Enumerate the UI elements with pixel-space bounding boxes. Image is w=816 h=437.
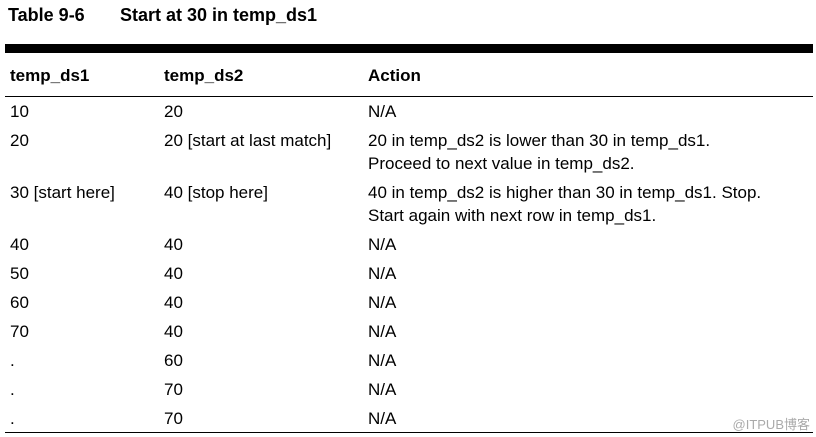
cell-temp-ds2: 40 [stop here] (164, 183, 268, 202)
cell-temp-ds1: 50 (10, 264, 29, 283)
cell-temp-ds1: . (10, 409, 15, 428)
cell-action: N/A (368, 235, 397, 254)
cell-action: N/A (368, 322, 397, 341)
cell-temp-ds2: 40 (164, 322, 183, 341)
cell-temp-ds1: 10 (10, 102, 29, 121)
cell-temp-ds2: 70 (164, 380, 183, 399)
cell-temp-ds2: 60 (164, 351, 183, 370)
cell-temp-ds1: 70 (10, 322, 29, 341)
cell-action: N/A (368, 409, 397, 428)
watermark: @ITPUB博客 (732, 417, 810, 432)
cell-action: N/A (368, 102, 397, 121)
cell-temp-ds2: 40 (164, 264, 183, 283)
cell-action: Proceed to next value in temp_ds2. (368, 154, 635, 173)
column-header-temp-ds2: temp_ds2 (164, 66, 244, 85)
cell-action: Start again with next row in temp_ds1. (368, 206, 657, 225)
table-bottom-rule (5, 432, 813, 433)
table-caption: Table 9-6 Start at 30 in temp_ds1 (8, 5, 317, 26)
cell-temp-ds1: . (10, 351, 15, 370)
cell-action: 20 in temp_ds2 is lower than 30 in temp_… (368, 131, 711, 150)
column-header-temp-ds1: temp_ds1 (10, 66, 90, 85)
table-title: Start at 30 in temp_ds1 (120, 5, 318, 25)
header-rule (5, 96, 813, 97)
column-header-action: Action (368, 66, 421, 85)
cell-temp-ds1: . (10, 380, 15, 399)
table-number: Table 9-6 (8, 5, 85, 25)
cell-temp-ds2: 20 (164, 102, 183, 121)
cell-temp-ds2: 40 (164, 293, 183, 312)
cell-action: N/A (368, 264, 397, 283)
cell-action: N/A (368, 351, 397, 370)
cell-temp-ds1: 20 (10, 131, 29, 150)
table-top-rule (5, 44, 813, 53)
cell-action: 40 in temp_ds2 is higher than 30 in temp… (368, 183, 762, 202)
cell-action: N/A (368, 380, 397, 399)
cell-temp-ds2: 20 [start at last match] (164, 131, 332, 150)
cell-temp-ds2: 40 (164, 235, 183, 254)
cell-temp-ds1: 40 (10, 235, 29, 254)
cell-action: N/A (368, 293, 397, 312)
cell-temp-ds1: 30 [start here] (10, 183, 115, 202)
cell-temp-ds2: 70 (164, 409, 183, 428)
cell-temp-ds1: 60 (10, 293, 29, 312)
